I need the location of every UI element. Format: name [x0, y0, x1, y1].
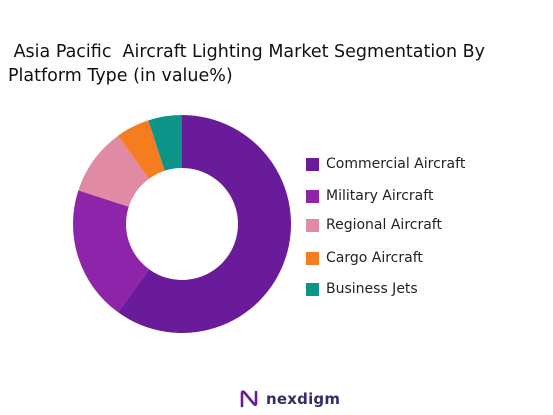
legend-label-commercial-aircraft: Commercial Aircraft [326, 156, 466, 172]
brand-logo: nexdigm [238, 388, 340, 410]
legend-item-business-jets: Business Jets [306, 279, 418, 299]
legend-item-cargo-aircraft: Cargo Aircraft [306, 248, 423, 268]
legend-swatch-commercial-aircraft [306, 157, 319, 171]
donut-slice-military-aircraft [72, 190, 150, 313]
legend-label-cargo-aircraft: Cargo Aircraft [326, 250, 423, 266]
legend-item-commercial-aircraft: Commercial Aircraft [306, 154, 465, 174]
donut-slice-business-jets [148, 115, 182, 171]
donut-slice-commercial-aircraft [117, 115, 292, 334]
legend-swatch-business-jets [306, 282, 319, 296]
brand-logo-text: nexdigm [266, 390, 341, 408]
donut-slice-regional-aircraft [78, 135, 150, 207]
legend-item-regional-aircraft: Regional Aircraft [306, 215, 442, 235]
donut-slice-cargo-aircraft [117, 120, 165, 179]
donut-slices [72, 115, 292, 334]
legend-label-business-jets: Business Jets [326, 281, 418, 297]
legend-label-regional-aircraft: Regional Aircraft [326, 217, 442, 233]
legend-swatch-cargo-aircraft [306, 251, 319, 265]
legend-item-military-aircraft: Military Aircraft [306, 186, 433, 206]
legend-swatch-military-aircraft [306, 189, 319, 203]
legend-swatch-regional-aircraft [306, 218, 319, 232]
legend-label-military-aircraft: Military Aircraft [326, 188, 434, 204]
nexdigm-n-icon [240, 390, 258, 408]
chart-title: Asia Pacific Aircraft Lighting Market Se… [8, 42, 485, 86]
